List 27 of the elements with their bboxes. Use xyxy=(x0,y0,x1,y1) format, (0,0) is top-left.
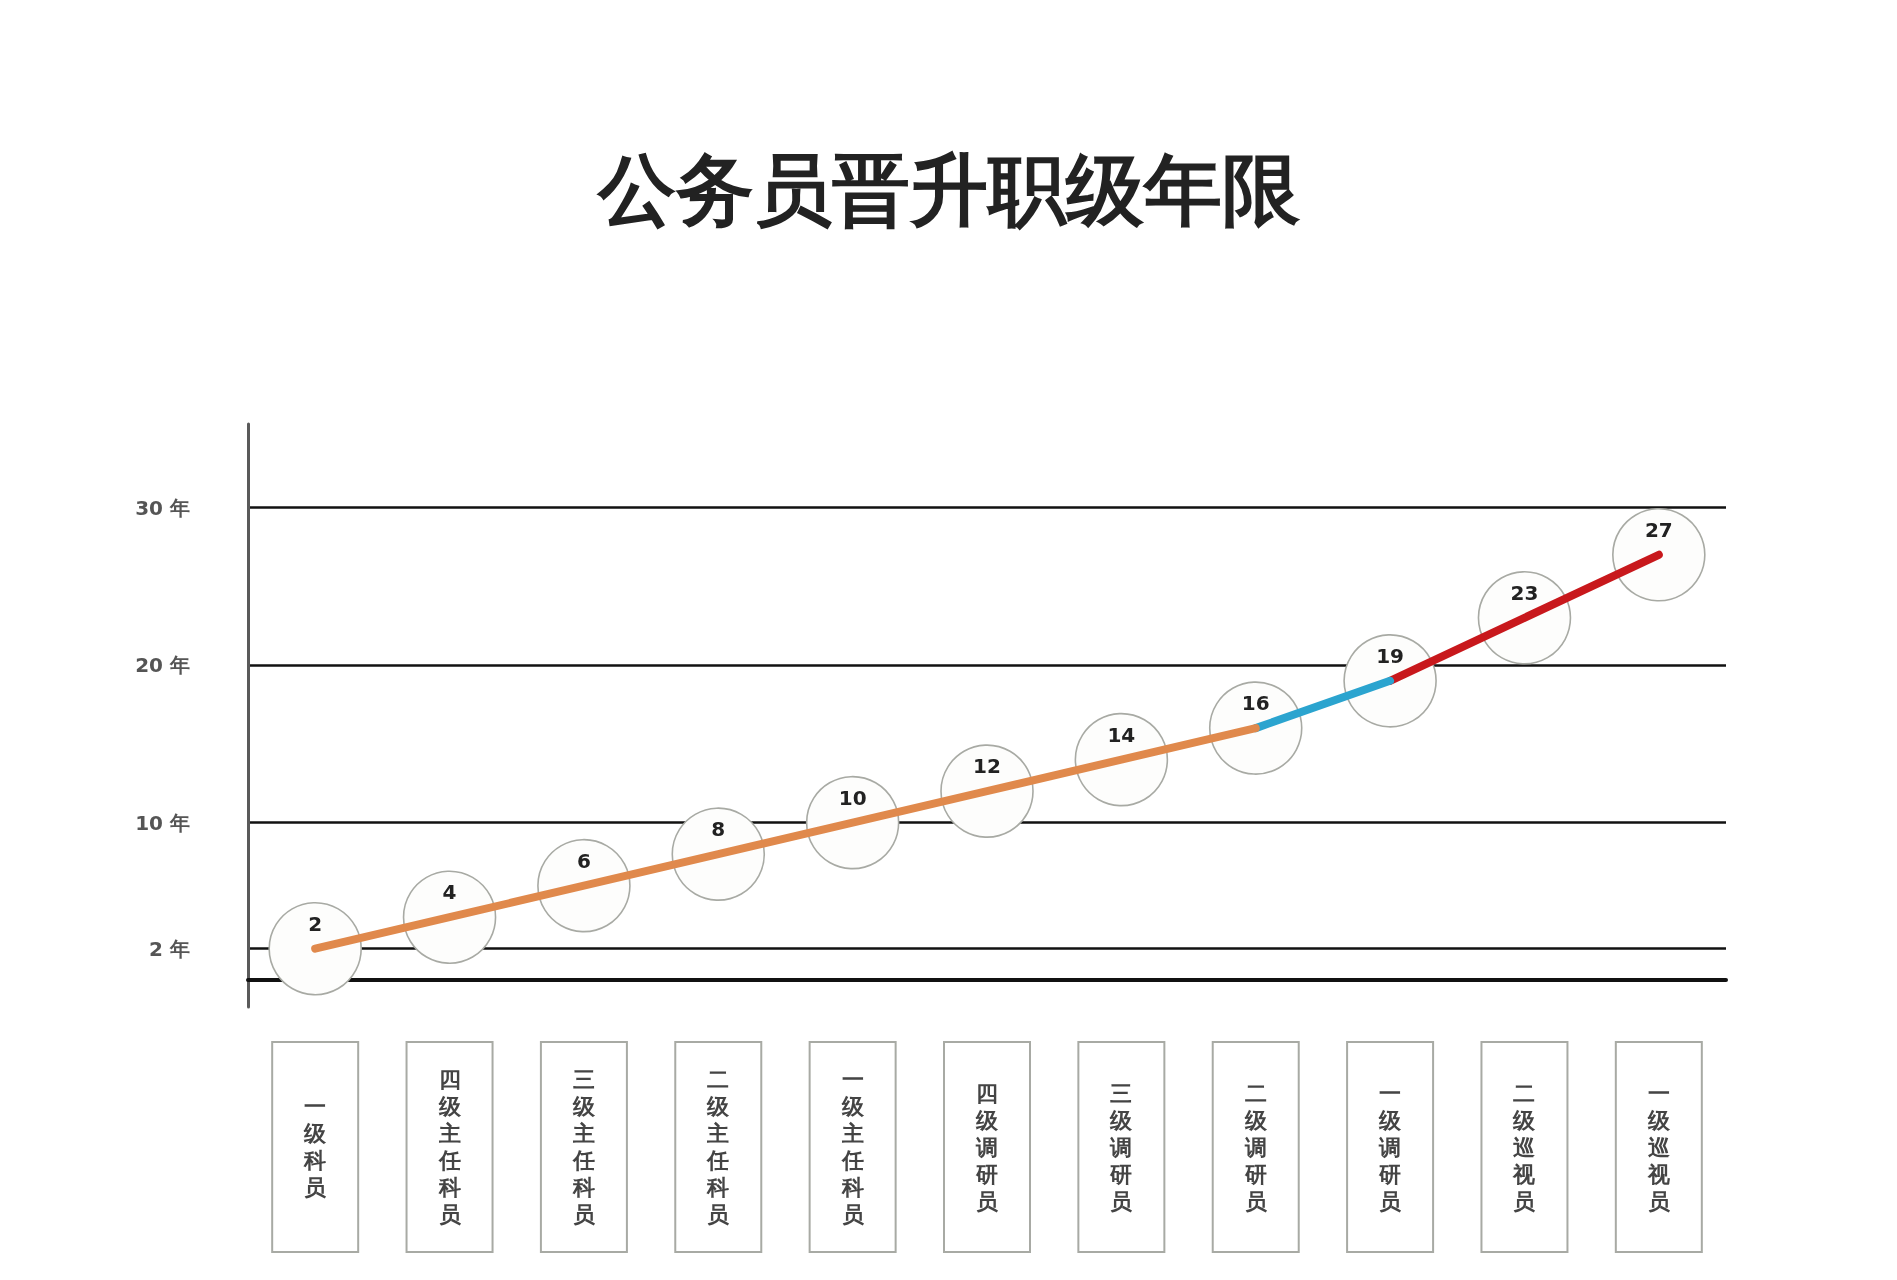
data-label: 10 xyxy=(838,785,867,810)
data-label: 12 xyxy=(973,754,1001,779)
x-tick-label: 二级巡视员 xyxy=(1512,1080,1537,1214)
chart-title: 公务员晋升职级年限 xyxy=(595,145,1301,235)
data-label: 19 xyxy=(1376,643,1405,668)
data-label: 6 xyxy=(576,848,591,873)
x-tick-label: 一级巡视员 xyxy=(1646,1080,1671,1214)
x-tick-label: 一级调研员 xyxy=(1378,1080,1403,1214)
x-tick-label: 四级主任科员 xyxy=(437,1067,462,1227)
x-tick-label: 二级调研员 xyxy=(1243,1080,1268,1214)
x-tick-label: 三级主任科员 xyxy=(571,1067,596,1227)
y-tick-label: 2 年 xyxy=(149,936,190,961)
x-tick-label: 三级调研员 xyxy=(1109,1080,1134,1214)
y-tick-label: 10 年 xyxy=(135,810,190,835)
x-tick-label: 一级科员 xyxy=(303,1094,328,1200)
data-label: 27 xyxy=(1644,517,1673,542)
y-tick-label: 20 年 xyxy=(135,653,190,678)
data-label: 8 xyxy=(711,817,726,842)
data-label: 23 xyxy=(1510,580,1539,605)
x-tick-label: 二级主任科员 xyxy=(706,1067,731,1227)
x-tick-label: 一级主任科员 xyxy=(840,1067,865,1227)
data-label: 4 xyxy=(442,880,457,905)
data-label: 14 xyxy=(1107,722,1136,747)
x-tick-label: 四级调研员 xyxy=(975,1080,999,1214)
data-label: 16 xyxy=(1241,691,1270,716)
y-tick-label: 30 年 xyxy=(135,495,190,520)
data-label: 2 xyxy=(308,911,323,936)
